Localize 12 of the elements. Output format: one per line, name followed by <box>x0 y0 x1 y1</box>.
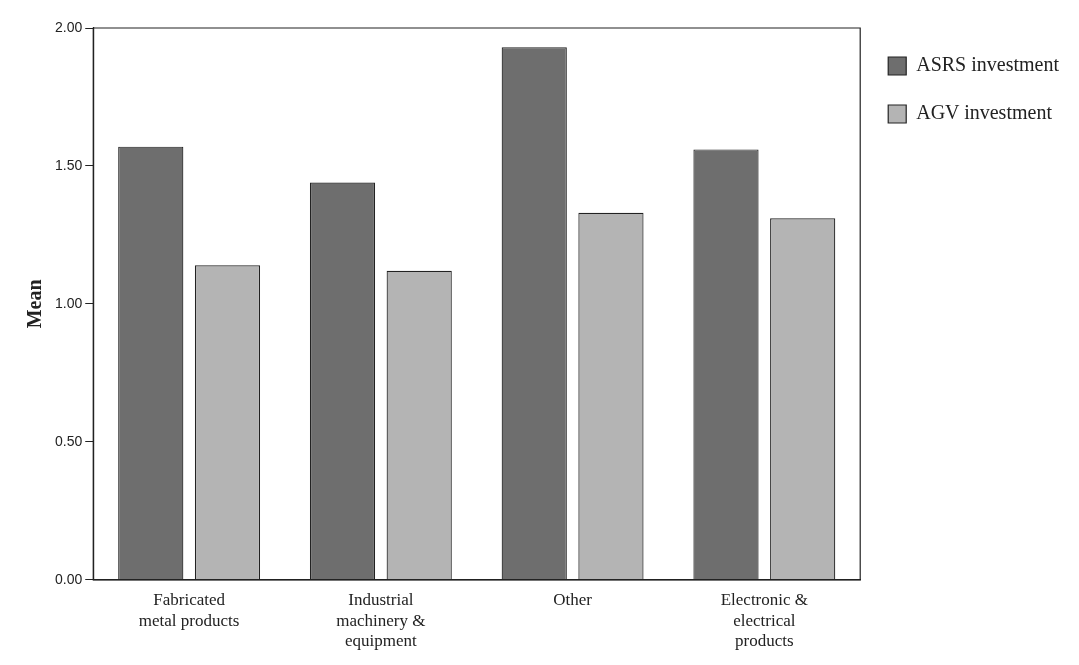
y-tick-label: 0.50 <box>55 432 83 449</box>
x-tick-label: Electronic & electrical products <box>720 590 808 651</box>
x-tick-label: Industrial machinery & equipment <box>336 590 426 651</box>
x-tick-label: Other <box>553 590 593 610</box>
y-tick-label: 1.50 <box>55 156 83 173</box>
y-tick-label: 1.00 <box>55 294 83 311</box>
y-tick-label: 0.00 <box>55 570 83 587</box>
legend-label: ASRS investment <box>916 53 1060 76</box>
legend-label: AGV investment <box>916 101 1053 124</box>
y-axis-title: Mean <box>23 279 46 329</box>
x-tick-label: Fabricated metal products <box>138 590 240 630</box>
y-tick-label: 2.00 <box>55 18 83 35</box>
